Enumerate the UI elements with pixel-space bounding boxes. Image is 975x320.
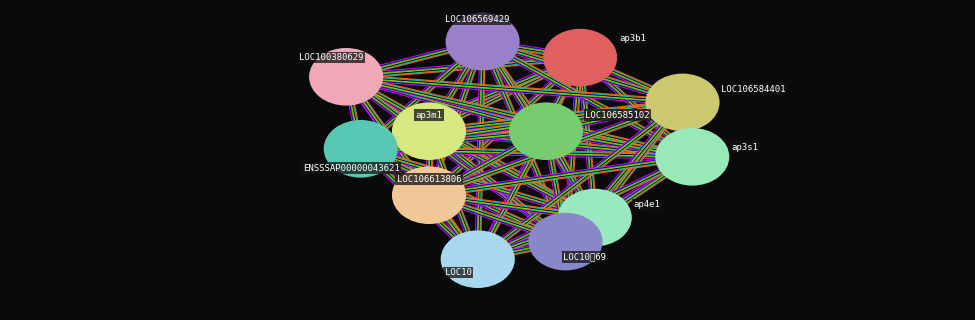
Text: ENSSSAP00000043621: ENSSSAP00000043621 bbox=[302, 164, 400, 173]
Ellipse shape bbox=[543, 29, 617, 86]
Text: LOC100380629: LOC100380629 bbox=[299, 53, 364, 62]
Text: LOC106569429: LOC106569429 bbox=[446, 15, 510, 24]
Text: LOC106585102: LOC106585102 bbox=[585, 111, 649, 120]
Ellipse shape bbox=[392, 102, 466, 160]
Ellipse shape bbox=[392, 166, 466, 224]
Text: ap4e1: ap4e1 bbox=[634, 200, 661, 209]
Text: ap3b1: ap3b1 bbox=[619, 34, 646, 43]
Ellipse shape bbox=[655, 128, 729, 186]
Text: LOC106613806: LOC106613806 bbox=[397, 175, 461, 184]
Ellipse shape bbox=[528, 213, 603, 270]
Text: LOC10⁩69: LOC10⁩69 bbox=[564, 253, 606, 262]
Text: ap3s1: ap3s1 bbox=[731, 143, 759, 152]
Ellipse shape bbox=[446, 13, 520, 70]
Ellipse shape bbox=[309, 48, 383, 106]
Text: LOC106584401: LOC106584401 bbox=[722, 85, 786, 94]
Ellipse shape bbox=[509, 102, 583, 160]
Text: LOC10: LOC10 bbox=[445, 268, 472, 277]
Ellipse shape bbox=[645, 74, 720, 131]
Ellipse shape bbox=[324, 120, 398, 178]
Text: ap3m1: ap3m1 bbox=[415, 111, 443, 120]
Ellipse shape bbox=[558, 189, 632, 246]
Ellipse shape bbox=[441, 230, 515, 288]
